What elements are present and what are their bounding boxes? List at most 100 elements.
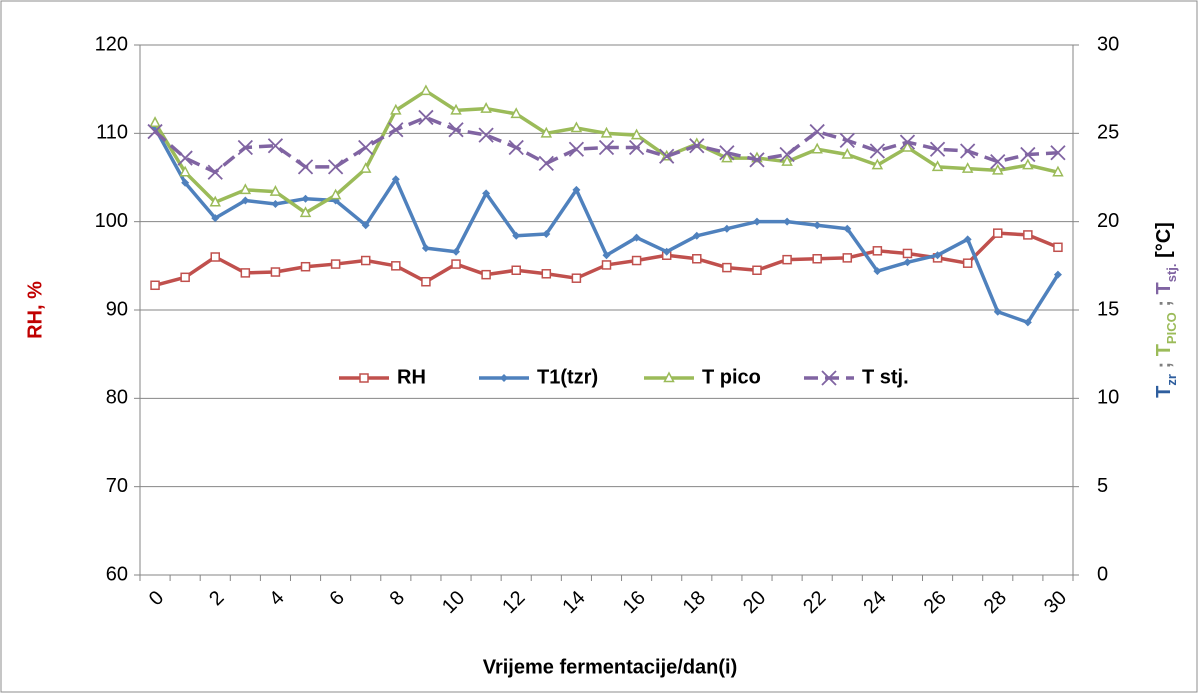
marker: [421, 276, 431, 287]
marker: [601, 260, 612, 270]
marker: [421, 244, 430, 253]
marker: [871, 158, 884, 170]
marker: [538, 155, 554, 172]
marker: [961, 162, 974, 173]
y2-label-part: T: [1153, 282, 1175, 294]
marker: [779, 146, 795, 163]
marker: [931, 160, 944, 172]
marker: [1023, 230, 1033, 240]
marker: [452, 247, 461, 256]
legend-marker: [663, 371, 675, 383]
marker: [240, 268, 251, 278]
marker: [631, 255, 642, 266]
y-tick-label: 70: [106, 475, 128, 497]
marker: [719, 145, 735, 161]
marker: [1020, 146, 1036, 163]
marker: [899, 134, 916, 150]
marker: [902, 248, 913, 259]
marker: [1023, 318, 1032, 327]
marker: [873, 267, 882, 276]
marker: [722, 224, 731, 233]
marker: [267, 138, 284, 154]
y2-label-part: T: [1153, 386, 1175, 398]
marker: [1052, 165, 1064, 177]
marker: [568, 141, 585, 157]
marker: [181, 178, 190, 187]
y2-tick-label: 30: [1097, 33, 1119, 55]
marker: [508, 139, 524, 156]
marker: [239, 183, 252, 195]
marker: [300, 261, 311, 272]
marker: [659, 148, 675, 164]
marker: [478, 127, 494, 143]
marker: [602, 251, 611, 260]
marker: [540, 126, 553, 138]
marker: [360, 255, 371, 266]
marker: [689, 138, 705, 154]
marker: [211, 214, 220, 223]
marker: [933, 251, 942, 260]
marker: [391, 175, 400, 184]
marker: [512, 231, 521, 240]
marker: [809, 123, 825, 140]
marker: [391, 261, 401, 271]
y2-tick-label: 10: [1097, 387, 1119, 409]
marker: [299, 206, 312, 218]
y2-label-sub: PICO: [1164, 312, 1179, 344]
marker: [358, 139, 374, 156]
marker: [480, 101, 492, 113]
y-tick-label: 110: [96, 122, 128, 144]
marker: [841, 147, 854, 159]
marker: [749, 152, 765, 168]
marker: [721, 151, 733, 163]
marker: [962, 258, 973, 268]
y-tick-label: 60: [106, 563, 128, 585]
marker: [301, 194, 310, 203]
marker: [869, 143, 886, 159]
y2-label-part: [°C]: [1153, 222, 1175, 263]
marker: [147, 123, 163, 140]
legend-label: RH: [397, 366, 426, 388]
marker: [960, 143, 976, 159]
x-axis-label: Vrijeme fermentacije/dan(i): [483, 656, 738, 678]
legend-marker: [821, 370, 837, 386]
marker: [570, 121, 583, 133]
marker: [330, 259, 341, 269]
y-tick-label: 90: [106, 298, 128, 320]
marker: [327, 159, 344, 175]
legend-marker: [500, 374, 508, 382]
marker: [237, 139, 253, 156]
marker: [150, 280, 160, 291]
y2-tick-label: 20: [1097, 210, 1119, 232]
marker: [628, 139, 645, 156]
marker: [782, 254, 792, 265]
marker: [510, 107, 522, 119]
marker: [297, 159, 314, 175]
marker: [448, 122, 464, 138]
marker: [269, 185, 282, 196]
marker: [993, 307, 1002, 316]
marker: [811, 142, 823, 154]
marker: [210, 252, 220, 262]
y2-label-part: ;: [1153, 356, 1175, 374]
marker: [843, 224, 852, 233]
marker: [149, 116, 161, 127]
y2-label-sub: zr: [1164, 374, 1179, 386]
marker: [990, 153, 1006, 170]
y2-tick-label: 0: [1097, 563, 1108, 585]
marker: [752, 217, 761, 226]
marker: [511, 265, 521, 275]
marker: [359, 162, 372, 173]
marker: [420, 84, 432, 96]
marker: [783, 217, 792, 226]
marker: [632, 233, 641, 242]
y-tick-label: 120: [95, 33, 128, 55]
legend-label: T pico: [702, 366, 761, 388]
legend: RH T1(tzr) T pico T stj.: [339, 366, 909, 388]
marker: [812, 254, 822, 264]
marker: [482, 189, 491, 198]
y2-tick-label: 25: [1097, 122, 1119, 144]
marker: [1050, 145, 1066, 161]
marker: [481, 269, 491, 280]
